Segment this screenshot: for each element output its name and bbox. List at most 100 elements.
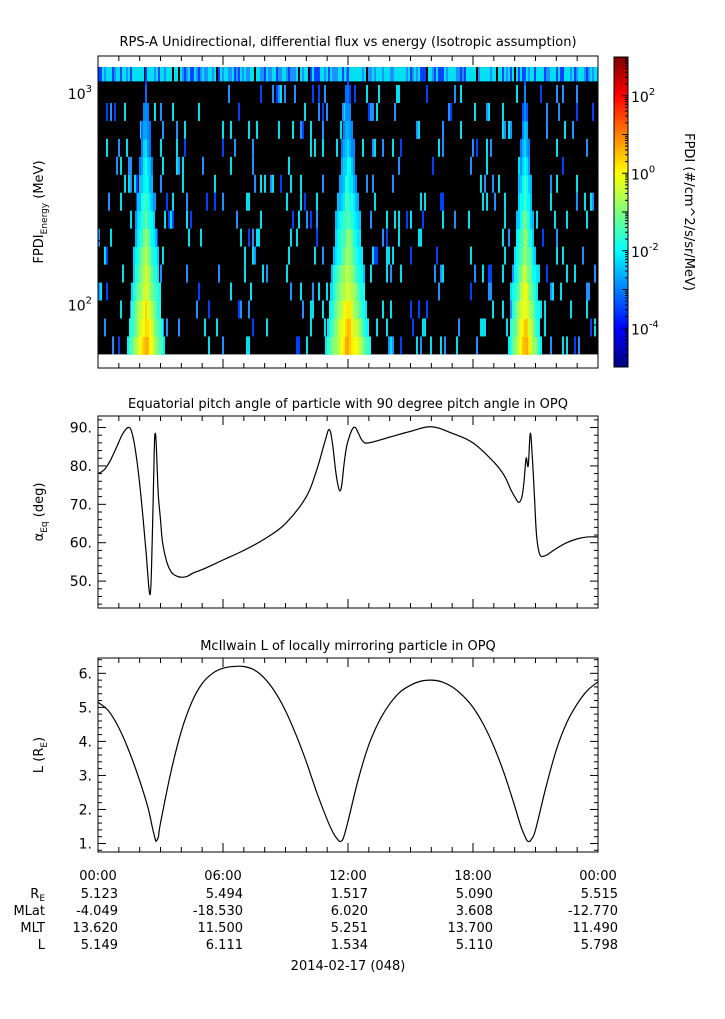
spectrogram-pixel (538, 67, 540, 82)
spectrogram-pixel (264, 174, 266, 193)
spectrogram-pixel (530, 300, 532, 319)
spectrogram-pixel (394, 67, 396, 82)
colorbar-tick-exponent: 2 (649, 87, 655, 98)
spectrogram-pixel (310, 120, 312, 139)
spectrogram-pixel (304, 192, 306, 211)
spectrogram-pixel (341, 246, 343, 266)
spectrogram-pixel (151, 210, 153, 230)
spectrogram-pixel (530, 210, 532, 230)
spectrogram-pixel (588, 67, 590, 82)
spectrogram-pixel (98, 67, 100, 82)
spectrogram-pixel (592, 192, 594, 211)
spectrogram-pixel (340, 120, 342, 139)
spectrogram-pixel (98, 282, 100, 301)
spectrogram-pixel (448, 67, 450, 82)
spectrogram-pixel (98, 228, 100, 247)
spectrogram-pixel (540, 300, 542, 319)
x-tick-label: 12:00 (329, 869, 366, 884)
spectrogram-pixel (512, 336, 514, 355)
ephemeris-value: 11.500 (198, 921, 244, 936)
spectrogram-pixel (556, 246, 558, 265)
spectrogram-pixel (106, 138, 108, 157)
spectrogram-pixel (468, 67, 470, 82)
spectrogram-pixel (430, 336, 432, 355)
spectrogram-pixel (349, 138, 351, 158)
spectrogram-pixel (462, 67, 464, 82)
spectrogram-pixel (335, 300, 337, 319)
spectrogram-pixel (151, 156, 153, 176)
spectrogram-pixel (141, 210, 143, 230)
spectrogram-pixel (170, 67, 172, 82)
spectrogram-pixel (159, 282, 161, 302)
y-tick-label-exponent: 2 (86, 295, 92, 306)
spectrogram-pixel (349, 228, 351, 248)
spectrogram-pixel (153, 210, 155, 230)
spectrogram-pixel (398, 210, 400, 229)
spectrogram-pixel (355, 228, 357, 248)
spectrogram-pixel (157, 318, 159, 337)
spectrogram-pixel (530, 336, 532, 355)
spectrogram-pixel (390, 300, 392, 319)
spectrogram-pixel (410, 300, 412, 319)
spectrogram-pixel (361, 282, 363, 302)
spectrogram-pixel (363, 264, 365, 284)
spectrogram-pixel (514, 246, 516, 266)
spectrogram-pixel (124, 102, 126, 121)
spectrogram-pixel (133, 336, 135, 355)
spectrogram-pixel (376, 67, 378, 82)
spectrogram-pixel (112, 336, 114, 355)
spectrogram-pixel (351, 264, 353, 284)
spectrogram-pixel (586, 300, 588, 319)
spectrogram-pixel (244, 246, 246, 265)
spectrogram-pixel (252, 138, 254, 157)
spectrogram-pixel (524, 138, 526, 158)
spectrogram-pixel (508, 120, 510, 139)
spectrogram-pixel (420, 192, 422, 211)
y-tick-label: 90. (70, 421, 92, 437)
spectrogram-pixel (204, 67, 206, 82)
spectrogram-pixel (536, 336, 538, 355)
spectrogram-pixel (362, 138, 364, 157)
spectrogram-pixel (359, 264, 361, 284)
spectrogram-pixel (522, 318, 524, 337)
spectrogram-pixel (155, 318, 157, 337)
spectrogram-pixel (160, 174, 162, 193)
spectrogram-pixel (474, 102, 476, 121)
spectrogram-pixel (470, 282, 472, 301)
spectrogram-pixel (136, 67, 138, 82)
spectrogram-pixel (560, 282, 562, 301)
spectrogram-pixel (374, 246, 376, 265)
spectrogram-pixel (141, 156, 143, 176)
spectrogram-pixel (149, 300, 151, 319)
spectrogram-pixel (526, 174, 528, 194)
spectrogram-pixel (452, 67, 454, 82)
spectrogram-pixel (522, 264, 524, 284)
spectrogram-pixel (592, 102, 594, 121)
spectrogram-pixel (526, 156, 528, 176)
spectrogram-pixel (345, 264, 347, 284)
spectrogram-pixel (390, 336, 392, 355)
spectrogram-pixel (564, 67, 566, 82)
spectrogram-pixel (131, 282, 133, 302)
spectrogram-pixel (540, 67, 542, 82)
ephemeris-value: 6.020 (331, 904, 368, 919)
spectrogram-pixel (258, 228, 260, 247)
spectrogram-pixel (349, 174, 351, 194)
spectrogram-pixel (292, 67, 294, 82)
spectrogram-pixel (528, 228, 530, 248)
spectrogram-pixel (442, 67, 444, 82)
y-tick-label: 2. (79, 802, 92, 818)
spectrogram-pixel (129, 336, 131, 355)
spectrogram-pixel (145, 156, 147, 176)
spectrogram-pixel (188, 67, 190, 82)
spectrogram-pixel (343, 192, 345, 212)
spectrogram-pixel (488, 282, 490, 301)
spectrogram-pixel (286, 67, 288, 82)
spectrogram-pixel (186, 210, 188, 229)
spectrogram-pixel (147, 246, 149, 266)
spectrogram-pixel (576, 84, 578, 103)
spectrogram-pixel (574, 264, 576, 283)
spectrogram-pixel (324, 67, 326, 82)
spectrogram-pixel (153, 192, 155, 212)
spectrogram-pixel (398, 67, 400, 82)
